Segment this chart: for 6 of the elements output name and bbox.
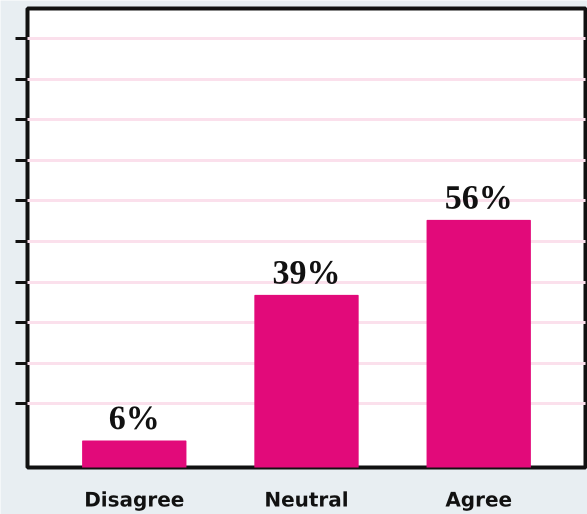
x-tick-label: Agree <box>445 488 512 512</box>
data-label: 39% <box>272 254 340 292</box>
x-tick-label: Neutral <box>264 488 349 512</box>
x-tick-label: Disagree <box>84 488 184 512</box>
data-label: 6% <box>108 400 160 438</box>
data-label: 56% <box>444 179 513 216</box>
